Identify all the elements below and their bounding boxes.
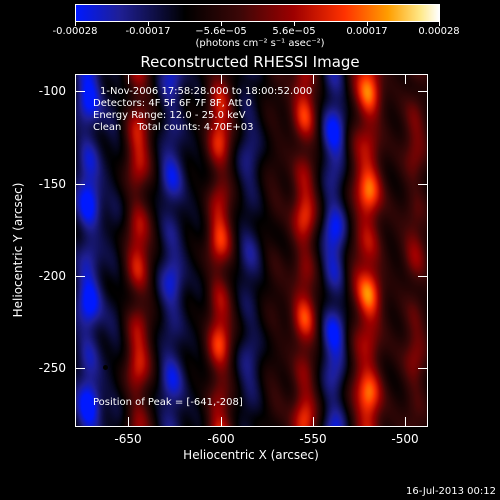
y-tick <box>418 184 427 185</box>
colorbar-tick-label: −5.6e−05 <box>195 26 247 37</box>
colorbar-tick <box>75 22 76 26</box>
x-axis-label: Heliocentric X (arcsec) <box>183 448 319 462</box>
colorbar-tick-label: 5.6e−05 <box>272 26 316 37</box>
y-tick <box>76 184 85 185</box>
peak-position-text: Position of Peak = [-641,-208] <box>93 397 243 408</box>
heatmap-image <box>75 74 428 427</box>
chart-title: Reconstructed RHESSI Image <box>140 53 360 71</box>
timestamp-footer: 16-Jul-2013 00:12 <box>405 486 496 497</box>
energy-range-text: Energy Range: 12.0 - 25.0 keV <box>93 110 246 121</box>
detectors-text: Detectors: 4F 5F 6F 7F 8F, Att 0 <box>93 98 253 109</box>
x-tick <box>313 75 314 84</box>
colorbar-tick-label: -0.00017 <box>125 26 171 37</box>
x-tick-label: -550 <box>299 432 327 446</box>
x-tick-label: -600 <box>207 432 235 446</box>
x-tick-label: -650 <box>114 432 142 446</box>
y-tick-label: -150 <box>38 177 66 191</box>
colorbar-tick-label: 0.00017 <box>346 26 388 37</box>
x-tick <box>221 417 222 426</box>
x-tick <box>221 75 222 84</box>
y-tick <box>418 91 427 92</box>
x-tick <box>128 417 129 426</box>
x-tick-label: -500 <box>391 432 419 446</box>
colorbar-tick-label: -0.00028 <box>52 26 98 37</box>
peak-marker <box>103 365 108 370</box>
y-tick <box>76 276 85 277</box>
y-tick <box>76 368 85 369</box>
colorbar-tick <box>439 22 440 26</box>
method-counts-text: Clean Total counts: 4.70E+03 <box>93 122 254 133</box>
y-tick <box>418 368 427 369</box>
colorbar-tick <box>148 22 149 26</box>
y-tick <box>418 276 427 277</box>
colorbar-tick <box>221 22 222 26</box>
y-tick <box>76 91 85 92</box>
colorbar-tick-label: 0.00028 <box>418 26 460 37</box>
colorbar <box>75 4 440 22</box>
colorbar-unit-label: (photons cm⁻² s⁻¹ asec⁻²) <box>195 38 325 49</box>
x-tick <box>128 75 129 84</box>
y-axis-label: Heliocentric Y (arcsec) <box>11 182 25 318</box>
x-tick <box>405 75 406 84</box>
colorbar-tick <box>367 22 368 26</box>
x-tick <box>313 417 314 426</box>
x-tick <box>405 417 406 426</box>
y-tick-label: -250 <box>38 361 66 375</box>
y-tick-label: -200 <box>38 269 66 283</box>
time-range-text: 1-Nov-2006 17:58:28.000 to 18:00:52.000 <box>100 86 313 97</box>
y-tick-label: -100 <box>38 84 66 98</box>
colorbar-tick <box>294 22 295 26</box>
